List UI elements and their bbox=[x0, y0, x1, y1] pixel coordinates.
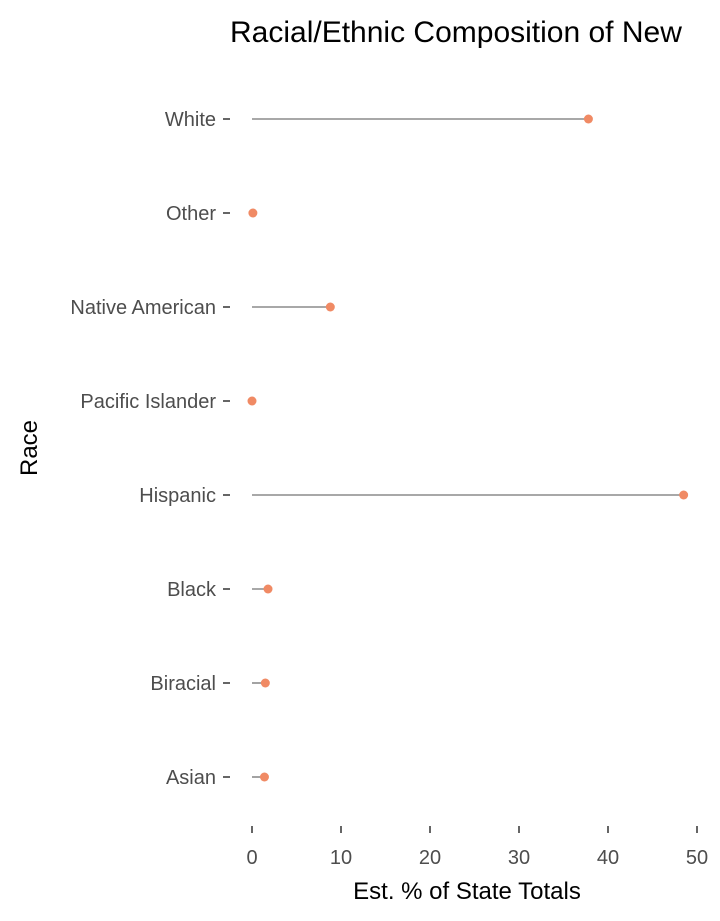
y-tick-label-hispanic: Hispanic bbox=[139, 485, 216, 507]
point-black bbox=[263, 584, 273, 594]
x-tick-label-50: 50 bbox=[686, 847, 708, 869]
point-white bbox=[583, 114, 593, 124]
point-other bbox=[248, 208, 258, 218]
x-tick-label-30: 30 bbox=[508, 847, 530, 869]
plot-area: White Other Native American Pacific Islande… bbox=[70, 109, 708, 869]
y-axis-title: Race bbox=[16, 420, 43, 476]
y-tick-label-black: Black bbox=[167, 579, 217, 601]
y-tick-label-white: White bbox=[165, 109, 216, 131]
chart-title: Racial/Ethnic Composition of New bbox=[230, 16, 682, 49]
point-pacific-islander bbox=[247, 396, 257, 406]
x-tick-label-40: 40 bbox=[597, 847, 619, 869]
y-tick-label-native-american: Native American bbox=[70, 297, 216, 319]
y-tick-label-other: Other bbox=[166, 203, 216, 225]
y-tick-label-pacific-islander: Pacific Islander bbox=[80, 391, 216, 413]
point-asian bbox=[259, 772, 269, 782]
x-tick-label-20: 20 bbox=[419, 847, 441, 869]
point-biracial bbox=[260, 678, 270, 688]
point-native-american bbox=[325, 302, 335, 312]
y-tick-label-biracial: Biracial bbox=[150, 673, 216, 695]
y-tick-label-asian: Asian bbox=[166, 767, 216, 789]
x-tick-label-10: 10 bbox=[330, 847, 352, 869]
x-axis-title: Est. % of State Totals bbox=[353, 878, 581, 905]
point-hispanic bbox=[679, 490, 689, 500]
x-tick-label-0: 0 bbox=[246, 847, 257, 869]
